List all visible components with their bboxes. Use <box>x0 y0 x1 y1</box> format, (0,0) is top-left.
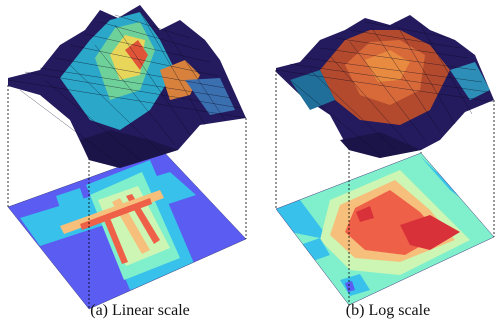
surface-plot-a <box>7 5 247 168</box>
surface-plot-b <box>275 15 495 158</box>
panel-a <box>7 5 247 310</box>
contour-map-b <box>276 153 494 305</box>
caption-b: (b) Log scale <box>345 302 431 319</box>
contour-map-a <box>8 151 246 309</box>
caption-a: (a) Linear scale <box>90 302 190 319</box>
panel-b <box>275 15 495 306</box>
